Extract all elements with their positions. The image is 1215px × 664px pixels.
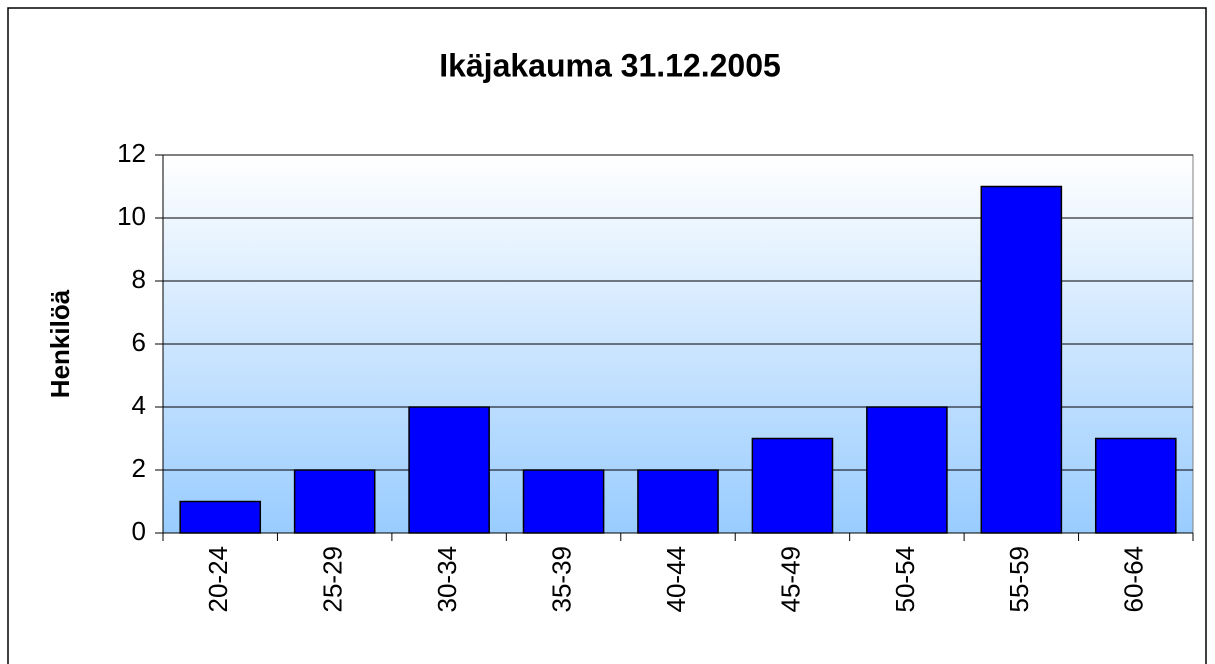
x-tick-label: 25-29 [318, 546, 348, 613]
x-tick-label: 50-54 [890, 546, 920, 613]
x-tick-label: 20-24 [203, 546, 233, 613]
bar [522, 469, 605, 534]
x-tick-label: 55-59 [1004, 546, 1034, 613]
x-tick-label: 40-44 [661, 546, 691, 613]
x-tick-label: 45-49 [775, 546, 805, 613]
bar [408, 406, 490, 534]
bar [980, 185, 1063, 534]
chart-title: Ikäjakauma 31.12.2005 [439, 47, 781, 83]
x-tick-label: 60-64 [1119, 546, 1149, 613]
y-tick-label: 6 [132, 327, 146, 357]
x-tick-label: 30-34 [432, 546, 462, 613]
y-tick-label: 4 [132, 390, 146, 420]
y-tick-label: 8 [132, 264, 146, 294]
y-axis-label: Henkilöä [45, 289, 75, 398]
y-tick-label: 10 [117, 201, 146, 231]
bar [751, 437, 834, 534]
x-tick-label: 35-39 [546, 546, 576, 613]
bar [1094, 437, 1177, 534]
y-tick-label: 12 [117, 138, 146, 168]
y-tick-label: 2 [132, 453, 146, 483]
bar [293, 469, 376, 534]
bar [179, 500, 262, 534]
bar [637, 469, 719, 534]
y-tick-label: 0 [132, 516, 146, 546]
bar [866, 406, 948, 534]
